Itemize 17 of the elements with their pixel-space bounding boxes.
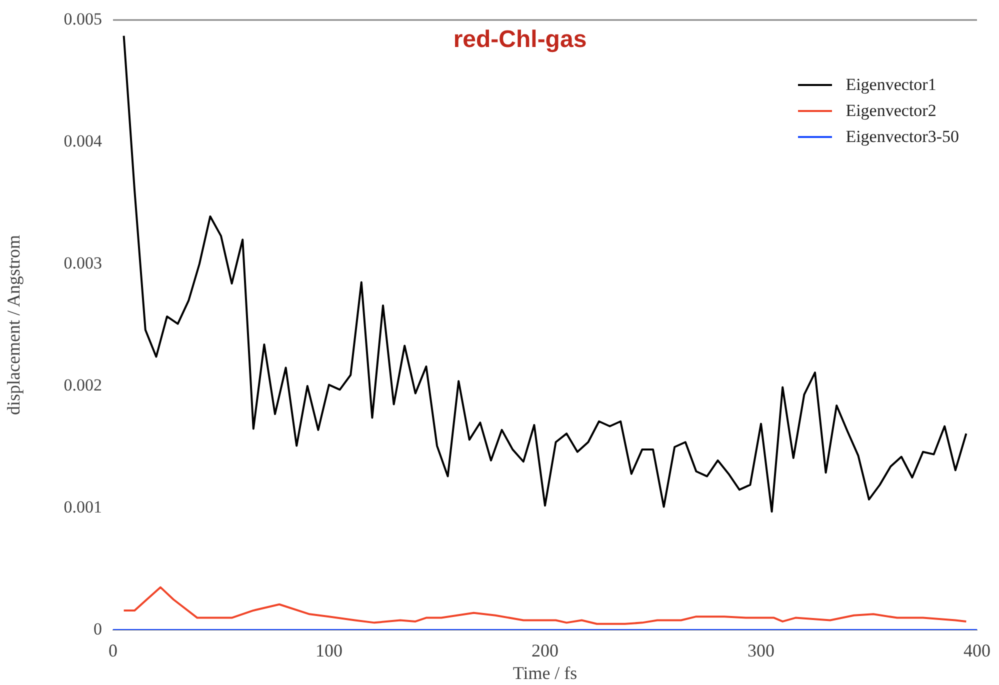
y-tick-label: 0.001 bbox=[64, 497, 102, 516]
y-tick-label: 0.003 bbox=[64, 253, 102, 272]
y-axis-title: displacement / Angstrom bbox=[4, 235, 24, 415]
chart-title: red-Chl-gas bbox=[452, 26, 588, 54]
y-tick-label: 0 bbox=[94, 619, 102, 638]
x-tick-label: 200 bbox=[532, 640, 558, 661]
x-tick-label: 300 bbox=[748, 640, 774, 661]
legend-label: Eigenvector2 bbox=[846, 101, 936, 121]
legend-label: Eigenvector1 bbox=[846, 75, 936, 95]
x-tick-label: 0 bbox=[108, 640, 118, 661]
legend-label: Eigenvector3-50 bbox=[846, 127, 959, 147]
y-tick-label: 0.005 bbox=[64, 9, 102, 28]
x-tick-label: 400 bbox=[964, 640, 990, 661]
x-tick-label: 100 bbox=[316, 640, 342, 661]
y-tick-label: 0.002 bbox=[64, 375, 102, 394]
y-tick-label: 0.004 bbox=[64, 131, 102, 150]
x-axis-title: Time / fs bbox=[512, 662, 578, 683]
